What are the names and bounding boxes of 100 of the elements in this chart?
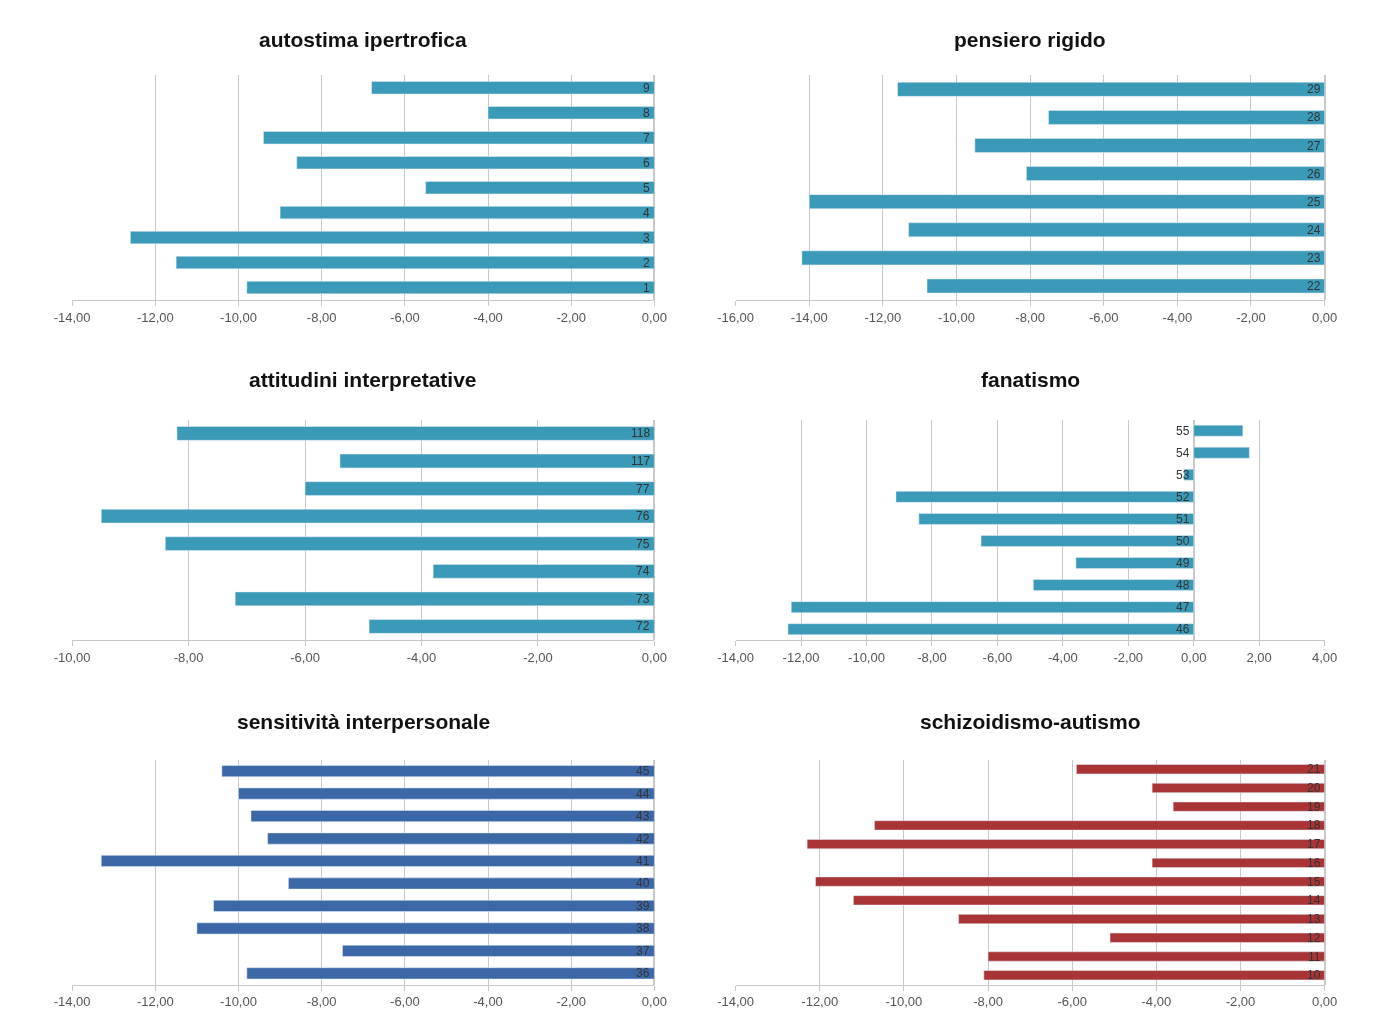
y-tick-label: 117 [631, 454, 651, 468]
y-tick-label: 8 [643, 106, 650, 120]
x-tick-label: 4,00 [1311, 649, 1338, 665]
x-tick-label: -8,00 [917, 649, 947, 665]
y-tick-label: 27 [1307, 139, 1321, 153]
x-tick-label: -4,00 [1141, 994, 1172, 1010]
bar [918, 513, 1194, 525]
x-tick-label: -2,00 [556, 309, 587, 325]
x-tick-label: -10,00 [885, 994, 923, 1010]
y-tick-label: 77 [636, 482, 650, 496]
y-tick-label: 18 [1307, 818, 1321, 832]
y-tick-label: 51 [1176, 512, 1190, 526]
y-tick-label: 11 [1308, 950, 1321, 964]
y-tick-label: 6 [643, 156, 650, 170]
y-tick-label: 5 [643, 181, 650, 195]
x-tick-label: -6,00 [1088, 309, 1119, 325]
x-tick-label: -8,00 [1015, 309, 1045, 325]
chart-title: sensitività interpersonale [237, 710, 491, 733]
y-tick-label: 72 [636, 619, 650, 633]
y-tick-label: 48 [1176, 578, 1190, 592]
bar [1193, 446, 1250, 459]
y-tick-label: 26 [1307, 167, 1321, 181]
x-tick-label: -2,00 [1113, 649, 1144, 665]
y-tick-label: 15 [1307, 875, 1321, 889]
x-tick-label: -14,00 [790, 309, 828, 325]
x-tick-label: -2,00 [556, 994, 587, 1010]
x-tick-label: 0,00 [641, 994, 668, 1010]
x-tick-label: 2,00 [1246, 649, 1272, 665]
y-tick-label: 7 [643, 131, 650, 145]
bar [1033, 579, 1194, 591]
x-tick-label: -10,00 [848, 649, 885, 665]
x-tick-label: -10,00 [938, 309, 975, 325]
y-tick-label: 76 [636, 509, 650, 523]
x-tick-label: -12,00 [136, 994, 174, 1010]
y-tick-label: 36 [636, 966, 650, 980]
y-tick-label: 38 [636, 921, 650, 935]
y-tick-label: 73 [636, 592, 650, 606]
y-tick-label: 40 [636, 876, 650, 890]
bar [1075, 557, 1194, 569]
x-tick-label: -12,00 [136, 309, 174, 325]
x-tick-label: -14,00 [53, 309, 91, 325]
y-tick-label: 12 [1307, 931, 1321, 945]
chart-title: fanatismo [981, 368, 1081, 391]
bar [1193, 424, 1244, 437]
y-tick-label: 29 [1307, 82, 1321, 96]
y-tick-label: 39 [636, 899, 650, 913]
x-tick-label: -14,00 [717, 649, 755, 665]
x-tick-label: -8,00 [306, 994, 337, 1010]
y-tick-label: 17 [1307, 837, 1321, 851]
y-tick-label: 22 [1307, 279, 1321, 293]
y-tick-label: 25 [1307, 195, 1321, 209]
x-tick-label: 0,00 [1311, 309, 1338, 325]
y-tick-label: 24 [1307, 223, 1321, 237]
y-tick-label: 47 [1176, 600, 1190, 614]
y-tick-label: 43 [636, 809, 650, 823]
y-tick-label: 55 [1176, 424, 1190, 438]
y-tick-label: 2 [643, 256, 650, 270]
y-tick-label: 21 [1307, 762, 1321, 776]
bar [787, 623, 1194, 635]
y-tick-label: 74 [636, 564, 650, 578]
bar [895, 491, 1194, 503]
x-tick-label: -4,00 [1048, 649, 1078, 665]
x-tick-label: -16,00 [717, 309, 755, 325]
y-tick-label: 20 [1307, 781, 1321, 795]
x-tick-label: -4,00 [1162, 309, 1193, 325]
y-tick-label: 19 [1307, 800, 1321, 814]
x-tick-label: -6,00 [1057, 994, 1088, 1010]
y-tick-label: 118 [631, 426, 651, 440]
x-tick-label: -4,00 [473, 994, 503, 1010]
x-tick-label: 0,00 [641, 309, 668, 325]
bar [980, 535, 1194, 547]
x-tick-label: 0,00 [1181, 649, 1207, 665]
y-tick-label: 14 [1307, 893, 1321, 907]
y-tick-label: 10 [1307, 968, 1321, 982]
y-tick-label: 23 [1307, 251, 1321, 265]
y-tick-label: 4 [643, 206, 650, 220]
chart-title: pensiero rigido [954, 28, 1106, 51]
x-tick-label: -12,00 [864, 309, 902, 325]
x-tick-label: -2,00 [523, 649, 553, 665]
chart-title: autostima ipertrofica [259, 28, 468, 51]
chart-title: schizoidismo-autismo [920, 710, 1141, 733]
x-tick-label: -6,00 [290, 649, 320, 665]
y-tick-label: 50 [1176, 534, 1190, 548]
x-tick-label: -10,00 [53, 649, 91, 665]
y-tick-label: 9 [643, 81, 650, 95]
y-tick-label: 3 [643, 231, 650, 245]
y-tick-label: 52 [1176, 490, 1190, 504]
x-tick-label: -10,00 [220, 309, 257, 325]
x-tick-label: -4,00 [406, 649, 437, 665]
y-tick-label: 54 [1176, 446, 1190, 460]
x-tick-label: -2,00 [1236, 309, 1266, 325]
y-tick-label: 45 [636, 764, 650, 778]
chart-title: attitudini interpretative [249, 368, 477, 391]
x-tick-label: -6,00 [982, 649, 1013, 665]
x-tick-label: -10,00 [220, 994, 257, 1010]
y-tick-label: 46 [1176, 622, 1190, 636]
x-tick-label: 0,00 [641, 649, 668, 665]
y-tick-label: 75 [636, 537, 650, 551]
x-tick-label: -6,00 [390, 994, 420, 1010]
y-tick-label: 49 [1176, 556, 1190, 570]
